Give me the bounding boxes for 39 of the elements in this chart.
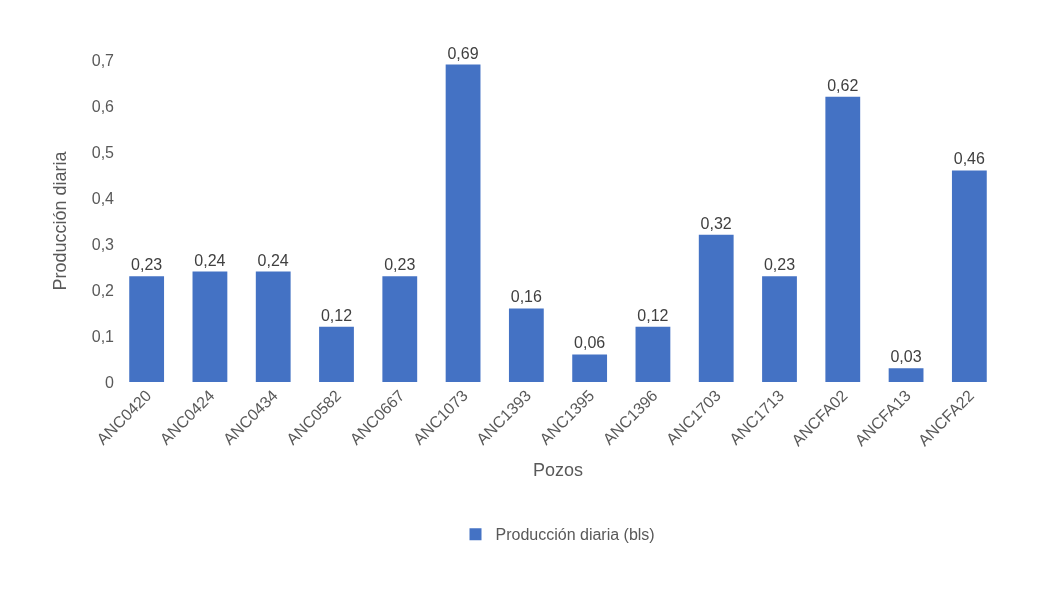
bar [698, 234, 734, 382]
bar [382, 276, 418, 382]
bar [572, 354, 608, 382]
y-tick-label: 0,5 [91, 143, 115, 161]
bar [508, 308, 544, 382]
bar [888, 368, 924, 382]
data-label: 0,03 [890, 348, 922, 366]
y-tick-label: 0,2 [91, 281, 115, 299]
data-label: 0,06 [574, 334, 606, 352]
y-axis-title: Producción diaria [49, 150, 70, 291]
data-label: 0,23 [384, 256, 416, 274]
data-label: 0,32 [700, 214, 732, 232]
data-label: 0,69 [447, 44, 479, 62]
data-label: 0,24 [194, 251, 226, 269]
bar [825, 96, 861, 382]
data-label: 0,62 [827, 76, 859, 94]
bar [762, 276, 797, 382]
data-label: 0,12 [320, 306, 353, 324]
legend-label: Producción diaria (bls) [495, 526, 655, 544]
y-tick-label: 0,3 [91, 235, 115, 253]
data-label: 0,46 [953, 150, 985, 168]
data-label: 0,12 [637, 306, 669, 324]
data-label: 0,23 [763, 256, 796, 274]
data-label: 0,24 [257, 251, 289, 269]
x-axis-title: Pozos [532, 460, 584, 481]
y-tick-label: 0,6 [91, 97, 115, 115]
y-tick-label: 0 [105, 373, 115, 391]
y-tick-label: 0,1 [91, 327, 115, 345]
bar [255, 271, 291, 382]
bar [635, 326, 671, 382]
data-label: 0,16 [510, 288, 542, 306]
bar [951, 170, 987, 382]
y-tick-label: 0,7 [91, 51, 115, 69]
data-label: 0,23 [131, 256, 163, 274]
bar [129, 276, 165, 382]
bar [192, 271, 228, 382]
y-tick-label: 0,4 [91, 189, 115, 207]
bar [445, 64, 481, 382]
bar [319, 326, 354, 382]
